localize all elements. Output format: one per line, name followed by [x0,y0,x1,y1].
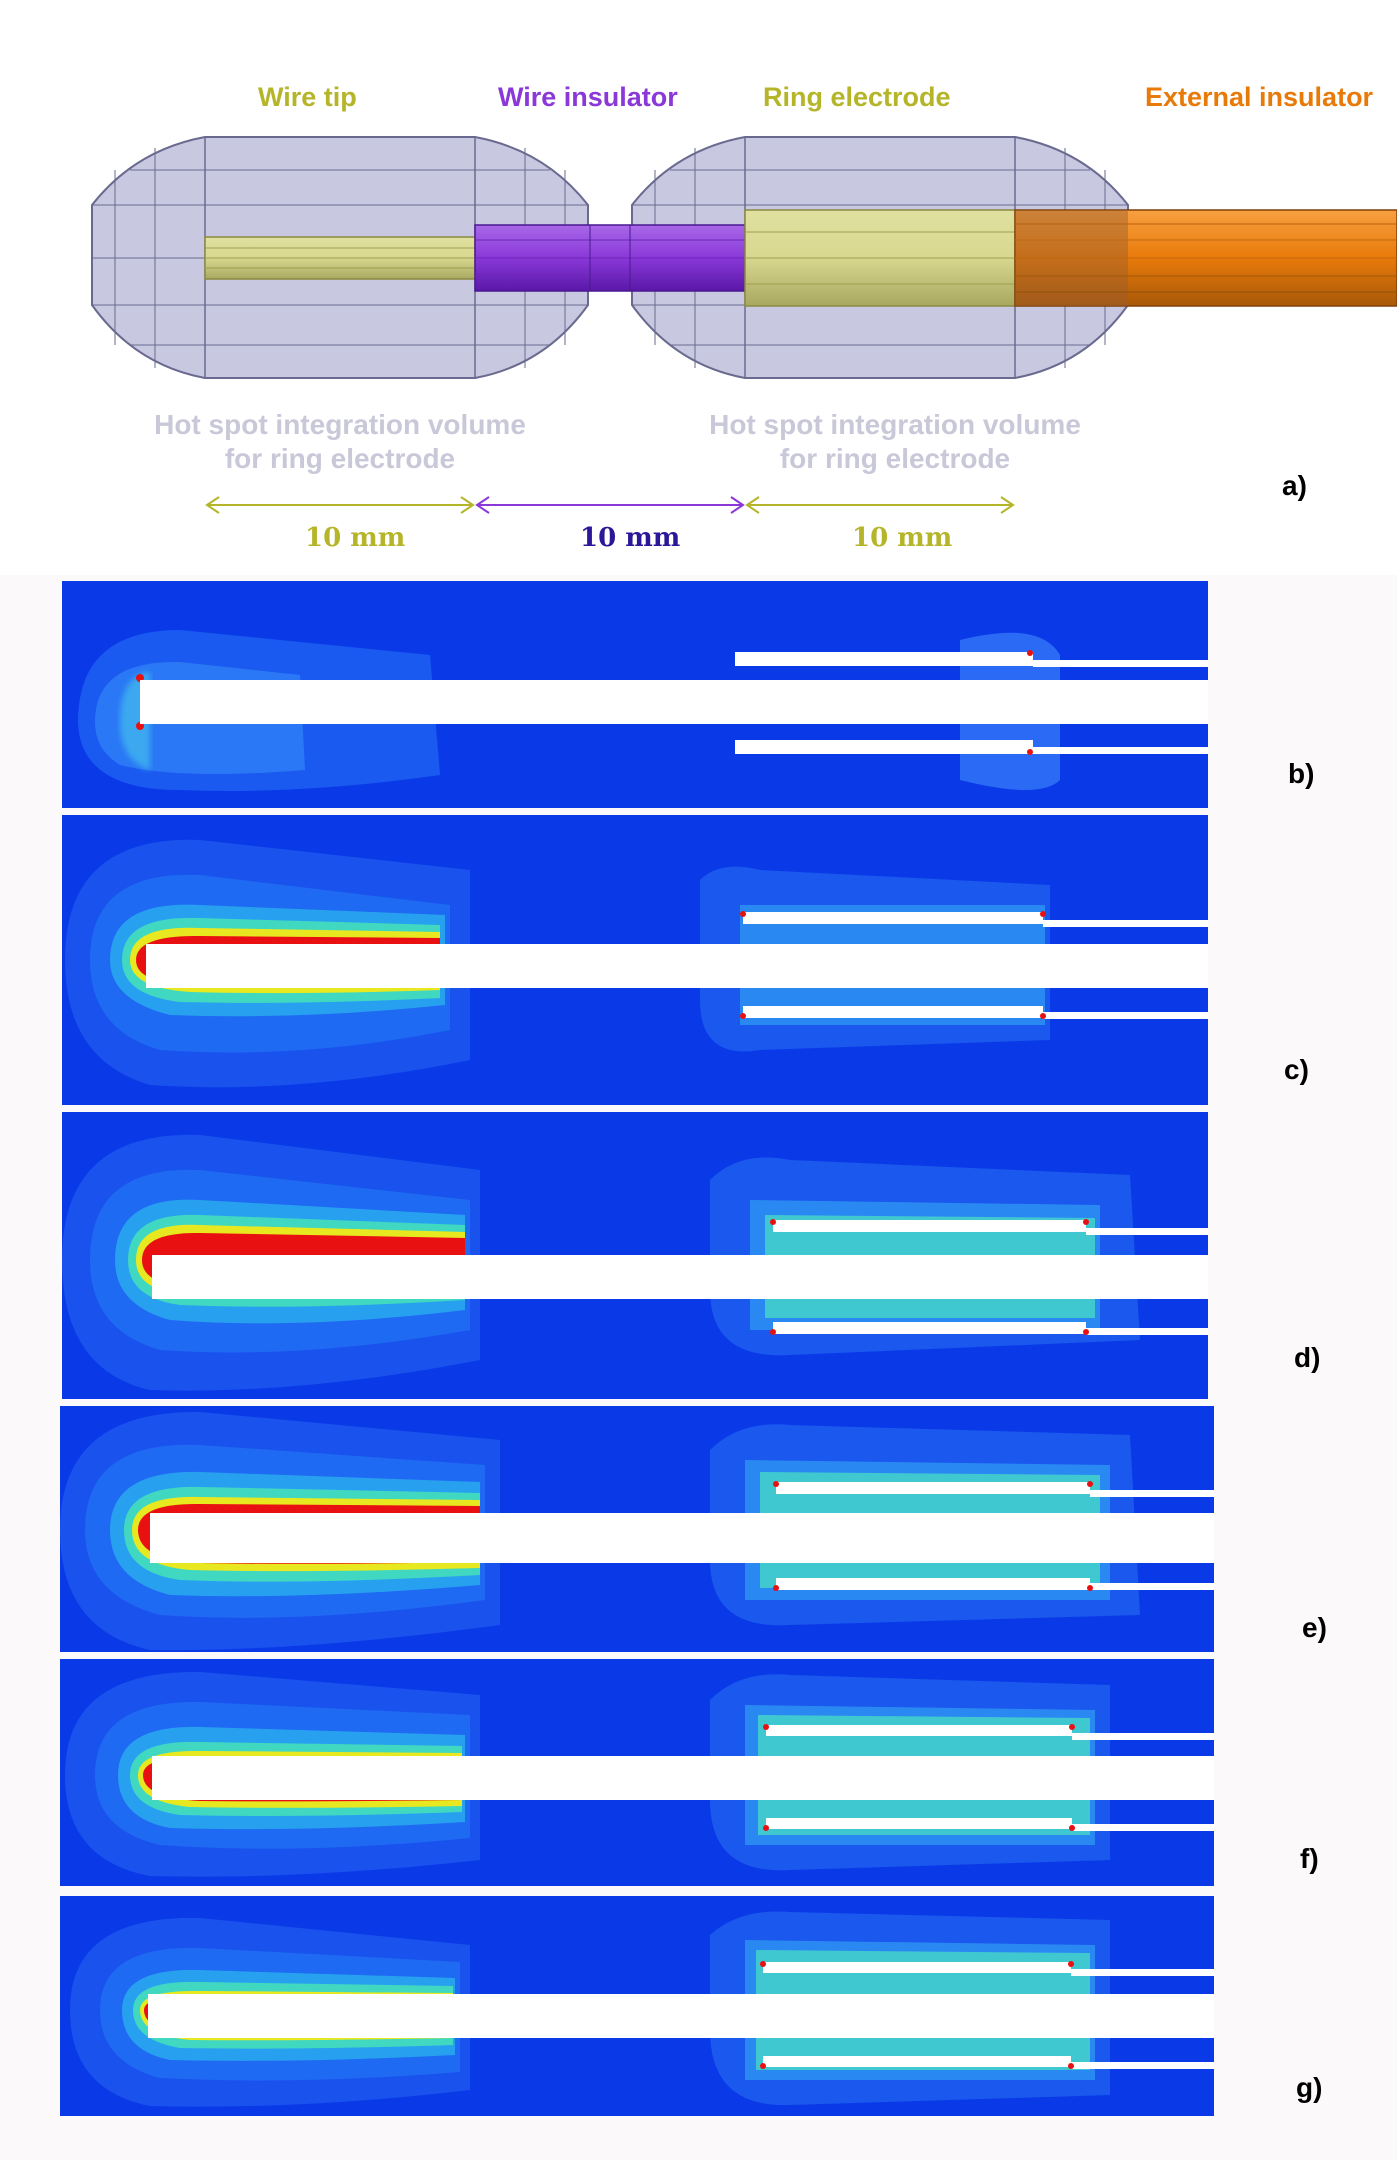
panel-label-a: a) [1282,470,1307,501]
panel-label-b: b) [1288,758,1315,789]
dimension-label-right: 10 mm [852,523,953,553]
field-map-f [60,1659,1214,1886]
dimension-label-middle: 10 mm [580,523,681,553]
hot-spot-label-left: Hot spot integration volume for ring ele… [154,409,526,474]
dimension-arrow-middle [475,496,745,514]
panel-label-d: d) [1294,1342,1321,1373]
field-map-c [62,815,1208,1105]
field-map-e [60,1406,1214,1652]
ring-electrode-label: Ring electrode [763,82,951,112]
panel-label-g: g) [1296,2072,1323,2103]
panel-label-e: e) [1302,1612,1327,1643]
wire-tip-label: Wire tip [258,82,357,112]
external-insulator-label: External insulator [1145,82,1374,112]
field-map-b [62,581,1208,808]
dimension-arrow-right [745,496,1015,514]
dimension-label-left: 10 mm [305,523,406,553]
hot-spot-label-right: Hot spot integration volume for ring ele… [709,409,1081,474]
dimension-arrow-left [205,496,475,514]
field-map-g [60,1896,1214,2116]
field-map-d [62,1112,1208,1399]
wire-insulator-label: Wire insulator [498,82,678,112]
panel-label-f: f) [1300,1843,1319,1874]
panel-label-c: c) [1284,1054,1309,1085]
lead-geometry-diagram [91,136,1397,514]
